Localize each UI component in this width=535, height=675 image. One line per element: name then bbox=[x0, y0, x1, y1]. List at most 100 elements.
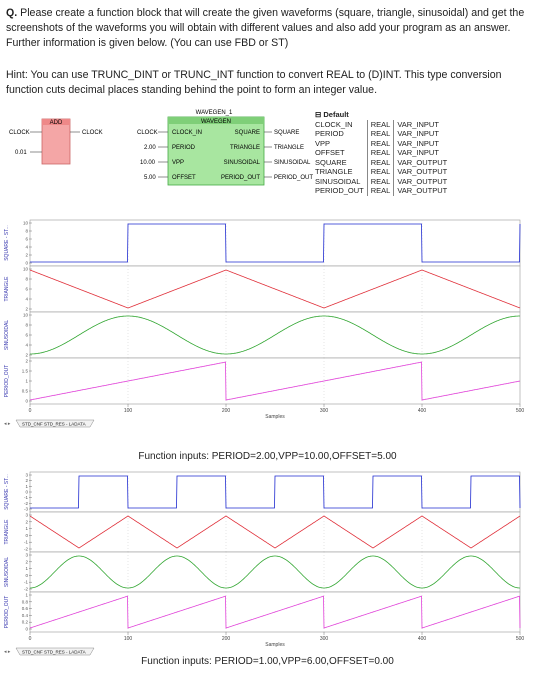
var-name: TRIANGLE bbox=[315, 167, 353, 176]
x-tick-label: 400 bbox=[418, 636, 427, 642]
var-class: VAR_OUTPUT bbox=[393, 176, 451, 186]
x-tick-label: 200 bbox=[222, 636, 231, 642]
wavegen-input-clock: CLOCK CLOCK_IN bbox=[137, 130, 202, 136]
wire-period-out: PERIOD_OUT bbox=[274, 175, 313, 181]
var-row[interactable]: CLOCK_IN REAL VAR_INPUT bbox=[312, 119, 451, 129]
var-class: VAR_INPUT bbox=[393, 148, 451, 158]
y-tick-label: 0.5 bbox=[22, 389, 29, 394]
x-tick-label: 200 bbox=[222, 408, 231, 414]
y-tick-label: 8 bbox=[25, 323, 28, 328]
series-triangle-line bbox=[29, 269, 521, 309]
y-tick-label: 2 bbox=[25, 478, 28, 483]
series-square-line bbox=[30, 223, 521, 263]
var-class: VAR_OUTPUT bbox=[393, 186, 451, 196]
y-tick-label: 6 bbox=[25, 287, 28, 292]
y-tick-label: -1 bbox=[24, 540, 28, 545]
add-block bbox=[41, 118, 71, 165]
waveform-plot-2: SQUARE - ST... 3210-1-2-3TRIANGLE3210-1-2… bbox=[4, 471, 525, 656]
lane-label: PERIOD_OUT bbox=[4, 365, 10, 398]
y-tick-label: 3 bbox=[25, 553, 28, 558]
y-tick-label: 0.4 bbox=[22, 613, 29, 618]
var-name: CLOCK_IN bbox=[315, 119, 353, 129]
plot-lane bbox=[29, 511, 521, 553]
plot-lane bbox=[29, 551, 521, 593]
var-row[interactable]: TRIANGLE REAL VAR_OUTPUT bbox=[312, 167, 451, 177]
lane-label: SINUSOIDAL bbox=[4, 320, 10, 351]
x-tick-label: 400 bbox=[418, 408, 427, 414]
series-sinusoidal-line bbox=[30, 315, 520, 355]
add-output-label: CLOCK bbox=[82, 130, 103, 136]
wire-period: 2.00 bbox=[144, 145, 156, 151]
series-triangle-line bbox=[29, 515, 521, 549]
port-offset: OFFSET bbox=[172, 175, 196, 181]
x-tick-label: 100 bbox=[124, 408, 133, 414]
y-tick-label: 2 bbox=[25, 353, 28, 358]
question-prefix: Q. bbox=[6, 7, 18, 19]
x-axis-label: Samples bbox=[265, 414, 285, 420]
y-tick-label: 4 bbox=[25, 297, 28, 302]
y-tick-label: -2 bbox=[24, 587, 28, 592]
port-clock-in: CLOCK_IN bbox=[172, 130, 202, 136]
tab-scroll-arrows[interactable]: ◂ ▸ bbox=[4, 649, 11, 655]
add-block-title: ADD bbox=[50, 120, 63, 126]
y-tick-label: 0.8 bbox=[22, 599, 29, 604]
var-type: REAL bbox=[366, 148, 394, 158]
port-square: SQUARE bbox=[235, 130, 260, 136]
caption-1: Function inputs: PERIOD=2.00,VPP=10.00,O… bbox=[138, 451, 397, 462]
y-tick-label: 1 bbox=[25, 566, 28, 571]
caption-2: Function inputs: PERIOD=1.00,VPP=6.00,OF… bbox=[141, 656, 394, 667]
series-square-line bbox=[30, 475, 521, 509]
x-tick-label: 300 bbox=[320, 408, 329, 414]
y-tick-label: 8 bbox=[25, 277, 28, 282]
y-tick-label: 1 bbox=[25, 526, 28, 531]
port-period-out: PERIOD_OUT bbox=[221, 175, 260, 181]
var-type: REAL bbox=[366, 157, 394, 167]
hint-text: Hint: You can use TRUNC_DINT or TRUNC_IN… bbox=[6, 69, 502, 96]
lane-label: TRIANGLE bbox=[4, 519, 10, 545]
var-class: VAR_OUTPUT bbox=[393, 157, 451, 167]
wavegen-input-offset: 5.00 OFFSET bbox=[144, 175, 196, 181]
y-tick-label: 6 bbox=[25, 237, 28, 242]
sheet-tab[interactable] bbox=[15, 419, 95, 428]
y-tick-label: 0 bbox=[25, 399, 28, 404]
sheet-tab[interactable] bbox=[15, 647, 95, 656]
wire-offset: 5.00 bbox=[144, 175, 156, 181]
x-tick-label: 100 bbox=[124, 636, 133, 642]
y-tick-label: 4 bbox=[25, 343, 28, 348]
x-tick-label: 500 bbox=[516, 636, 525, 642]
y-tick-label: 8 bbox=[25, 229, 28, 234]
wire-vpp: 10.00 bbox=[140, 160, 156, 166]
var-name: VPP bbox=[315, 138, 331, 148]
wavegen-output-period: PERIOD_OUT PERIOD_OUT bbox=[221, 175, 313, 181]
var-row[interactable]: PERIOD REAL VAR_INPUT bbox=[312, 129, 451, 139]
wavegen-output-sinusoidal: SINUSOIDAL SINUSOIDAL bbox=[224, 160, 311, 166]
var-type: REAL bbox=[366, 176, 394, 186]
y-tick-label: -2 bbox=[24, 547, 28, 552]
var-type: REAL bbox=[366, 138, 394, 148]
var-table-header[interactable]: ⊟ Default bbox=[315, 110, 349, 119]
y-tick-label: 0.2 bbox=[22, 620, 29, 625]
var-row[interactable]: SINUSOIDAL REAL VAR_OUTPUT bbox=[312, 176, 451, 186]
var-row[interactable]: VPP REAL VAR_INPUT bbox=[312, 138, 451, 148]
question-text: Q. Please create a function block that w… bbox=[6, 6, 530, 51]
y-tick-label: 2 bbox=[25, 559, 28, 564]
y-tick-label: 0 bbox=[25, 533, 28, 538]
var-table-header-label: Default bbox=[323, 110, 349, 119]
y-tick-label: 6 bbox=[25, 333, 28, 338]
series-period_out-line bbox=[29, 595, 521, 629]
var-row[interactable]: OFFSET REAL VAR_INPUT bbox=[312, 148, 451, 158]
var-row[interactable]: SQUARE REAL VAR_OUTPUT bbox=[312, 157, 451, 167]
y-tick-label: 2 bbox=[25, 307, 28, 312]
var-class: VAR_OUTPUT bbox=[393, 167, 451, 177]
x-tick-label: 0 bbox=[29, 636, 32, 642]
tab-scroll-arrows[interactable]: ◂ ▸ bbox=[4, 421, 11, 427]
x-tick-label: 0 bbox=[29, 408, 32, 414]
lane-label: SINUSOIDAL bbox=[4, 557, 10, 588]
y-tick-label: -1 bbox=[24, 580, 28, 585]
wavegen-input-vpp: 10.00 VPP bbox=[140, 160, 184, 166]
y-tick-label: 0 bbox=[25, 490, 28, 495]
x-tick-label: 300 bbox=[320, 636, 329, 642]
y-tick-label: 10 bbox=[23, 267, 29, 272]
var-row[interactable]: PERIOD_OUT REAL VAR_OUTPUT bbox=[312, 186, 451, 196]
var-class: VAR_INPUT bbox=[393, 129, 451, 139]
